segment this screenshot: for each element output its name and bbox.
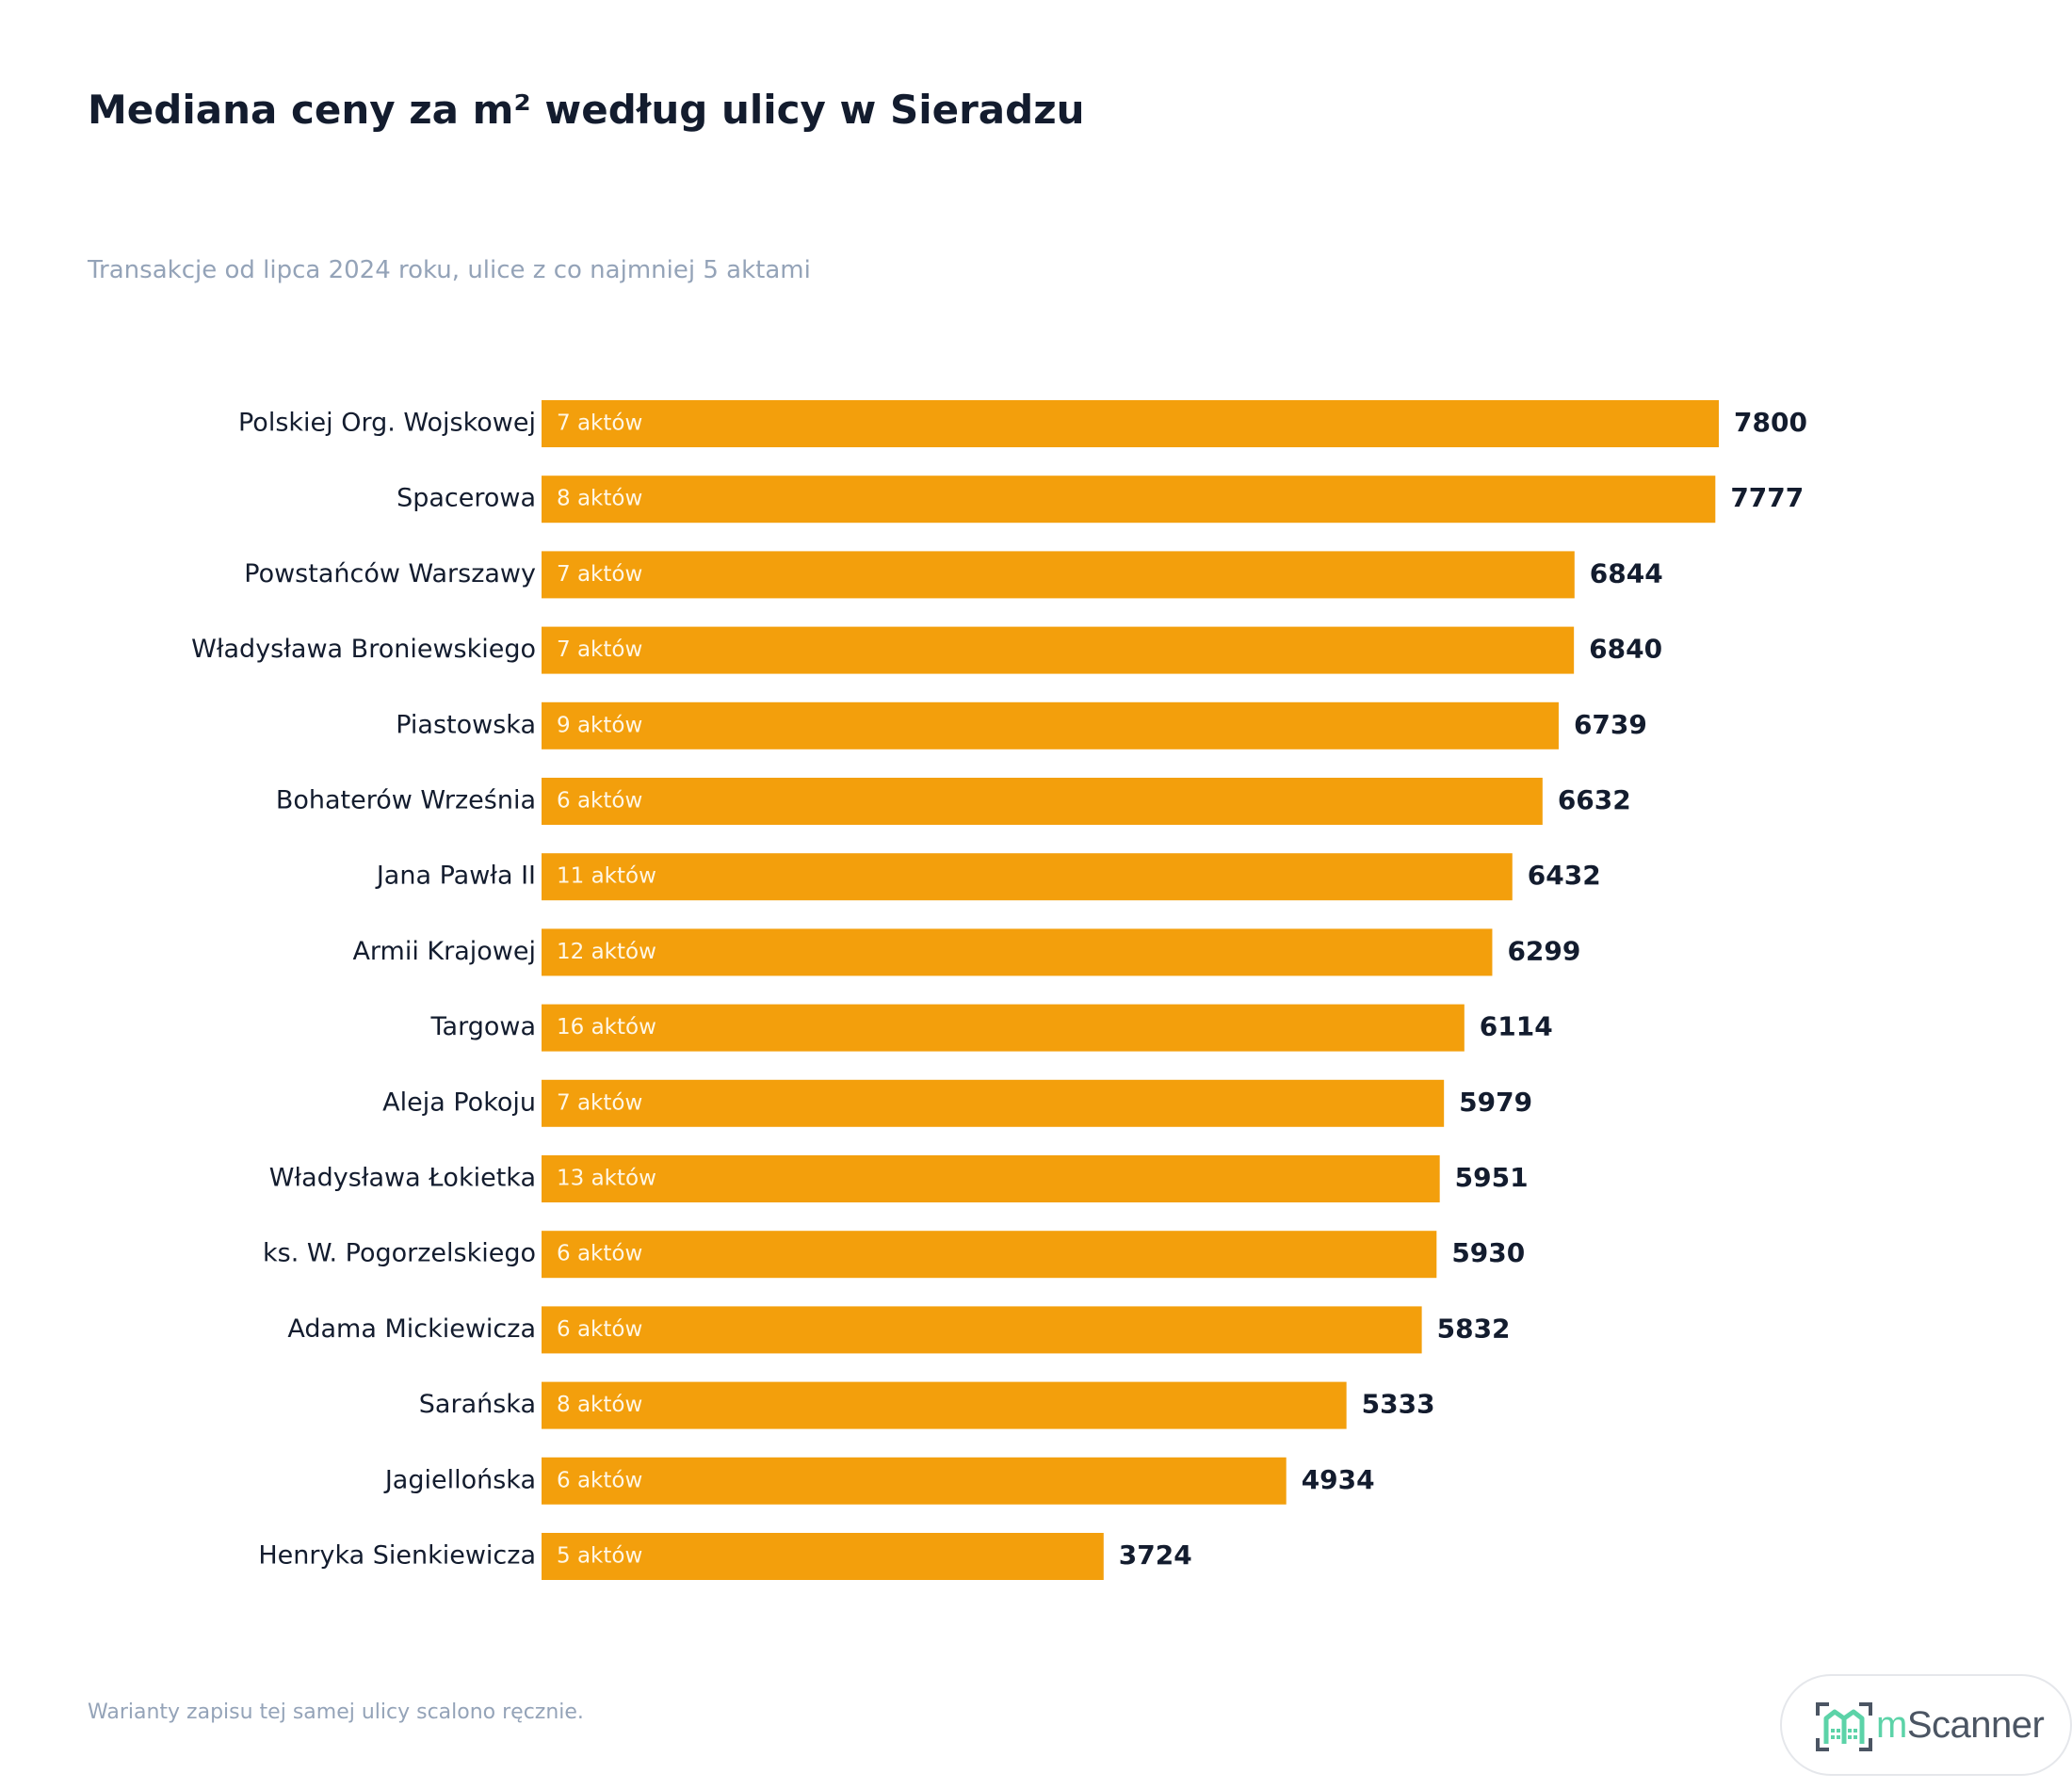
category-label: Jagiellońska xyxy=(383,1465,536,1494)
bar xyxy=(542,853,1513,901)
bar-count-label: 12 aktów xyxy=(557,940,656,964)
category-label: Władysława Broniewskiego xyxy=(191,635,536,664)
bar xyxy=(542,928,1493,976)
chart-subtitle: Transakcje od lipca 2024 roku, ulice z c… xyxy=(88,256,811,284)
bar xyxy=(542,475,1716,524)
bar-count-label: 8 aktów xyxy=(557,487,642,511)
bar-value-label: 4934 xyxy=(1302,1464,1375,1495)
bar-value-label: 6844 xyxy=(1590,557,1663,588)
bar xyxy=(542,701,1559,749)
bar xyxy=(542,626,1575,674)
bar-count-label: 7 aktów xyxy=(557,1090,642,1115)
bar xyxy=(542,1306,1422,1354)
bar xyxy=(542,400,1719,447)
bar-count-label: 6 aktów xyxy=(557,789,642,814)
category-label: Powstańców Warszawy xyxy=(244,559,536,588)
bar-count-label: 6 aktów xyxy=(557,1242,642,1266)
bar xyxy=(542,1231,1437,1279)
bar-value-label: 5951 xyxy=(1455,1162,1529,1193)
bar-value-label: 7777 xyxy=(1730,482,1804,513)
category-label: Jana Pawła II xyxy=(375,862,536,891)
mscanner-logo-badge: mScanner xyxy=(1780,1674,2072,1776)
category-label: Spacerowa xyxy=(397,484,536,513)
category-label: Adama Mickiewicza xyxy=(287,1314,536,1344)
chart-title: Mediana ceny za m² według ulicy w Sierad… xyxy=(88,87,1085,133)
footnote: Warianty zapisu tej samej ulicy scalono … xyxy=(88,1700,584,1724)
bar-value-label: 6114 xyxy=(1480,1011,1553,1042)
bar-value-label: 6632 xyxy=(1558,784,1631,815)
category-label: Sarańska xyxy=(419,1390,536,1419)
category-label: Henryka Sienkiewicza xyxy=(258,1541,536,1571)
bar xyxy=(542,1079,1445,1127)
bar-count-label: 16 aktów xyxy=(557,1015,656,1040)
bar xyxy=(542,778,1543,825)
bar xyxy=(542,1457,1287,1505)
bar-value-label: 5333 xyxy=(1362,1389,1435,1420)
bar-count-label: 7 aktów xyxy=(557,411,642,436)
bar-count-label: 11 aktów xyxy=(557,864,656,889)
bar xyxy=(542,1533,1104,1580)
house-scan-icon xyxy=(1816,1702,1872,1751)
bar-count-label: 5 aktów xyxy=(557,1544,642,1569)
category-label: Aleja Pokoju xyxy=(382,1088,536,1117)
bar xyxy=(542,551,1575,599)
bar-value-label: 6739 xyxy=(1574,709,1647,740)
category-label: Targowa xyxy=(430,1012,536,1041)
category-label: Piastowska xyxy=(396,710,536,739)
category-label: Armii Krajowej xyxy=(352,937,536,966)
bar xyxy=(542,1004,1465,1052)
bar-value-label: 5979 xyxy=(1459,1087,1532,1118)
bar-value-label: 5832 xyxy=(1437,1313,1511,1344)
bar-count-label: 6 aktów xyxy=(557,1317,642,1342)
bar-count-label: 9 aktów xyxy=(557,713,642,737)
bar-value-label: 3724 xyxy=(1119,1539,1192,1571)
category-label: Bohaterów Września xyxy=(276,786,536,815)
bar-count-label: 6 aktów xyxy=(557,1468,642,1492)
bar-count-label: 13 aktów xyxy=(557,1167,656,1191)
category-label: Władysława Łokietka xyxy=(269,1164,536,1193)
category-label: Polskiej Org. Wojskowej xyxy=(238,409,536,438)
bar-value-label: 6840 xyxy=(1589,634,1662,665)
bar xyxy=(542,1155,1440,1202)
bar-value-label: 5930 xyxy=(1451,1237,1525,1268)
bar-count-label: 8 aktów xyxy=(557,1393,642,1417)
bar-value-label: 6432 xyxy=(1528,860,1601,891)
mscanner-logo-text: mScanner xyxy=(1876,1704,2045,1746)
bar-value-label: 6299 xyxy=(1507,935,1580,966)
bar-count-label: 7 aktów xyxy=(557,562,642,587)
category-label: ks. W. Pogorzelskiego xyxy=(263,1239,536,1268)
bar xyxy=(542,1381,1347,1429)
bar-value-label: 7800 xyxy=(1734,407,1807,438)
bar-count-label: 7 aktów xyxy=(557,637,642,662)
